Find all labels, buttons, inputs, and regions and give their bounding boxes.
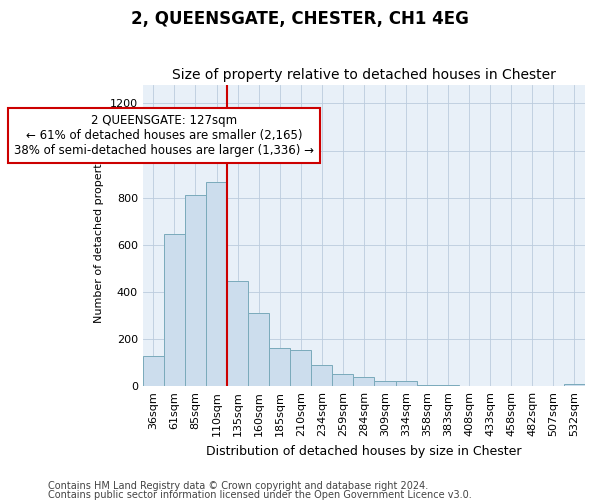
Bar — [227, 282, 248, 386]
Bar — [164, 234, 185, 386]
Title: Size of property relative to detached houses in Chester: Size of property relative to detached ho… — [172, 68, 556, 82]
Bar — [416, 385, 437, 386]
Text: 2 QUEENSGATE: 127sqm
← 61% of detached houses are smaller (2,165)
38% of semi-de: 2 QUEENSGATE: 127sqm ← 61% of detached h… — [14, 114, 314, 157]
Bar — [143, 356, 164, 386]
Bar — [269, 348, 290, 386]
Text: Contains HM Land Registry data © Crown copyright and database right 2024.: Contains HM Land Registry data © Crown c… — [48, 481, 428, 491]
Bar — [311, 365, 332, 386]
Bar — [185, 196, 206, 386]
Bar — [353, 377, 374, 386]
Bar — [395, 382, 416, 386]
Bar — [206, 182, 227, 386]
X-axis label: Distribution of detached houses by size in Chester: Distribution of detached houses by size … — [206, 444, 521, 458]
Text: Contains public sector information licensed under the Open Government Licence v3: Contains public sector information licen… — [48, 490, 472, 500]
Bar — [437, 385, 458, 386]
Text: 2, QUEENSGATE, CHESTER, CH1 4EG: 2, QUEENSGATE, CHESTER, CH1 4EG — [131, 10, 469, 28]
Bar — [290, 350, 311, 386]
Bar — [564, 384, 585, 386]
Y-axis label: Number of detached properties: Number of detached properties — [94, 148, 104, 323]
Bar — [332, 374, 353, 386]
Bar — [248, 313, 269, 386]
Bar — [374, 382, 395, 386]
